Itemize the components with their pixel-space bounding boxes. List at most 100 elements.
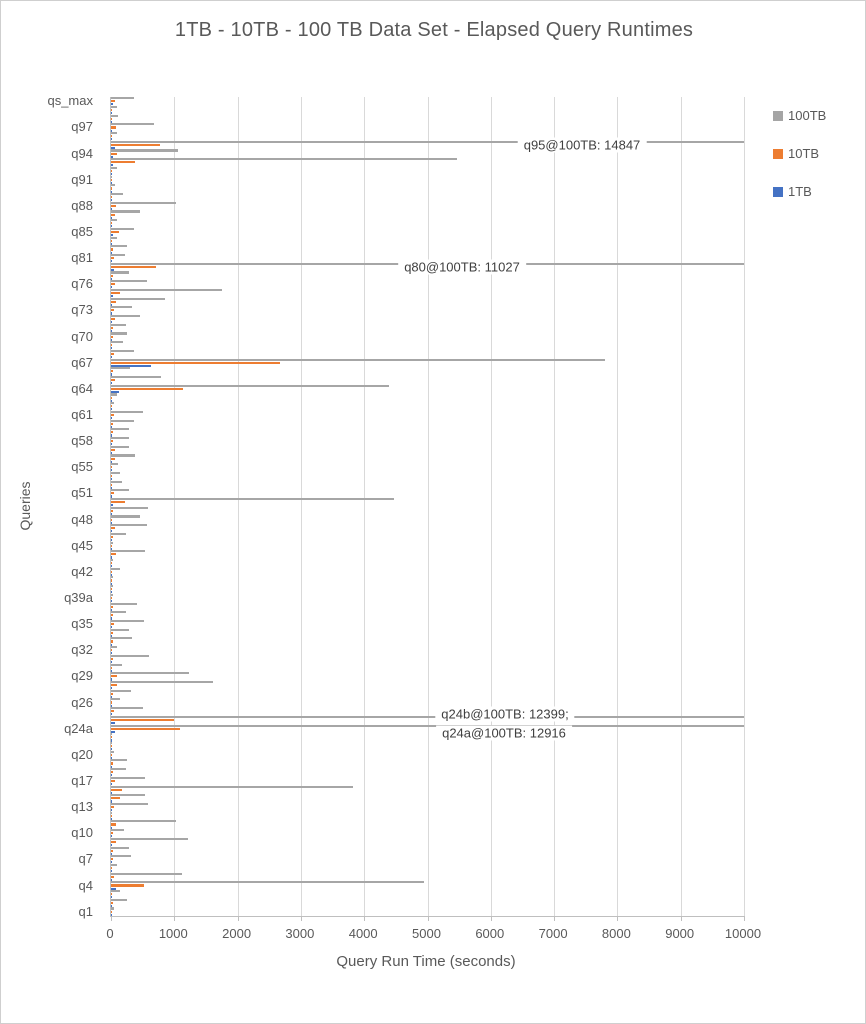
- bar-q73-100tb: [111, 306, 132, 309]
- bar-q96-10tb: [111, 135, 112, 138]
- chart-row-q76: [111, 280, 744, 289]
- bar-q44-100tb: [111, 550, 145, 553]
- y-tick-label-q32: q32: [71, 642, 93, 658]
- bar-q81-1tb: [111, 260, 112, 263]
- bar-q72-1tb: [111, 321, 112, 324]
- chart-row-q66: [111, 367, 744, 376]
- chart-row-q30: [111, 663, 744, 672]
- bar-q59-1tb: [111, 434, 112, 437]
- chart-row-q69: [111, 341, 744, 350]
- bar-q70-100tb: [111, 332, 128, 335]
- chart-row-q89: [111, 193, 744, 202]
- bar-q4-1tb: [111, 887, 116, 890]
- bar-q18-10tb: [111, 771, 113, 774]
- bar-q87-100tb: [111, 210, 141, 213]
- bar-q58-1tb: [111, 443, 112, 446]
- legend-swatch-10tb-icon: [773, 148, 783, 159]
- bar-q19-1tb: [111, 765, 112, 768]
- chart-row-q4: [111, 881, 744, 890]
- bar-q74-1tb: [111, 303, 113, 306]
- chart-row-q50: [111, 497, 744, 507]
- bar-q35-1tb: [111, 626, 112, 629]
- bar-q18-1tb: [111, 774, 112, 777]
- y-tick-label-q70: q70: [71, 328, 93, 344]
- bar-q4-10tb: [111, 884, 144, 887]
- bar-q5-100tb: [111, 872, 183, 875]
- chart-row-q91: [111, 175, 744, 184]
- bar-q80-1tb: [111, 268, 114, 272]
- y-tick-label-q76: q76: [71, 276, 93, 292]
- chart-row-q41: [111, 576, 744, 585]
- bar-q13-1tb: [111, 809, 112, 812]
- chart-row-q3: [111, 890, 744, 899]
- bar-q72-10tb: [111, 318, 115, 321]
- gridline-6000: [490, 97, 492, 916]
- bar-q27-10tb: [111, 692, 113, 695]
- bar-q87-10tb: [111, 213, 115, 216]
- bar-q46-10tb: [111, 535, 113, 539]
- bar-q97-10tb: [111, 126, 117, 129]
- chart-row-q56: [111, 454, 744, 463]
- bar-q31-1tb: [111, 661, 112, 664]
- chart-row-q84: [111, 236, 744, 245]
- bar-q33-10tb: [111, 640, 113, 643]
- chart-row-q27: [111, 689, 744, 698]
- chart-row-q46: [111, 532, 744, 542]
- chart-row-q81: [111, 254, 744, 263]
- bar-q45-100tb: [111, 541, 114, 544]
- x-axis-tick: [111, 916, 112, 921]
- chart-row-q87: [111, 210, 744, 219]
- bar-q45-10tb: [111, 544, 112, 547]
- bar-q11-100tb: [111, 820, 176, 823]
- x-axis-tick: [744, 916, 745, 921]
- bar-q26-10tb: [111, 701, 113, 704]
- bar-q54-10tb: [111, 474, 112, 478]
- bar-q85-100tb: [111, 227, 134, 230]
- annotation-q24a: q24a@100TB: 12916: [436, 725, 572, 741]
- bar-q86-10tb: [111, 222, 112, 225]
- chart-row-q29: [111, 672, 744, 681]
- bar-q22-100tb: [111, 733, 113, 736]
- bar-q88-1tb: [111, 207, 113, 211]
- bar-q81-10tb: [111, 257, 114, 260]
- bar-q82-1tb: [111, 251, 112, 254]
- bar-q48-100tb: [111, 515, 140, 518]
- bar-q61-100tb: [111, 410, 143, 413]
- bar-q97-100tb: [111, 123, 154, 126]
- bar-q69-10tb: [111, 344, 113, 347]
- bar-q70-10tb: [111, 335, 113, 338]
- bar-q41-100tb: [111, 576, 113, 579]
- bar-q6-10tb: [111, 867, 112, 870]
- chart-row-q94: [111, 149, 744, 158]
- y-tick-label-q10: q10: [71, 825, 93, 841]
- bar-q7-10tb: [111, 858, 113, 861]
- bar-q24a-10tb: [111, 727, 181, 730]
- bar-q12-100tb: [111, 811, 113, 814]
- bar-q17-100tb: [111, 776, 145, 779]
- x-tick-label-1000: 1000: [158, 926, 188, 941]
- chart-row-q60: [111, 419, 744, 428]
- bar-q1-100tb: [111, 907, 114, 910]
- y-tick-label-q85: q85: [71, 224, 93, 240]
- bar-q31-100tb: [111, 654, 150, 657]
- annotation-q24b: q24b@100TB: 12399;: [435, 706, 575, 722]
- bar-q93-100tb: [111, 158, 458, 161]
- x-tick-label-8000: 8000: [601, 926, 631, 941]
- bar-q84-1tb: [111, 242, 112, 245]
- bar-q50-10tb: [111, 501, 125, 504]
- bar-q54-100tb: [111, 471, 121, 474]
- bar-q57-1tb: [111, 451, 112, 454]
- bar-qs_max-100tb: [111, 97, 134, 100]
- bar-q30-10tb: [111, 666, 112, 669]
- bar-q35-10tb: [111, 623, 114, 626]
- bar-q55-10tb: [111, 466, 112, 469]
- bar-q73-10tb: [111, 309, 114, 312]
- bar-q18-100tb: [111, 768, 127, 771]
- bar-q94-10tb: [111, 152, 117, 155]
- bar-q82-100tb: [111, 245, 128, 248]
- x-tick-label-5000: 5000: [412, 926, 441, 941]
- chart-row-q12: [111, 811, 744, 820]
- bar-q24b-10tb: [111, 718, 174, 721]
- y-tick-label-q26: q26: [71, 694, 93, 710]
- bar-q60-1tb: [111, 425, 112, 428]
